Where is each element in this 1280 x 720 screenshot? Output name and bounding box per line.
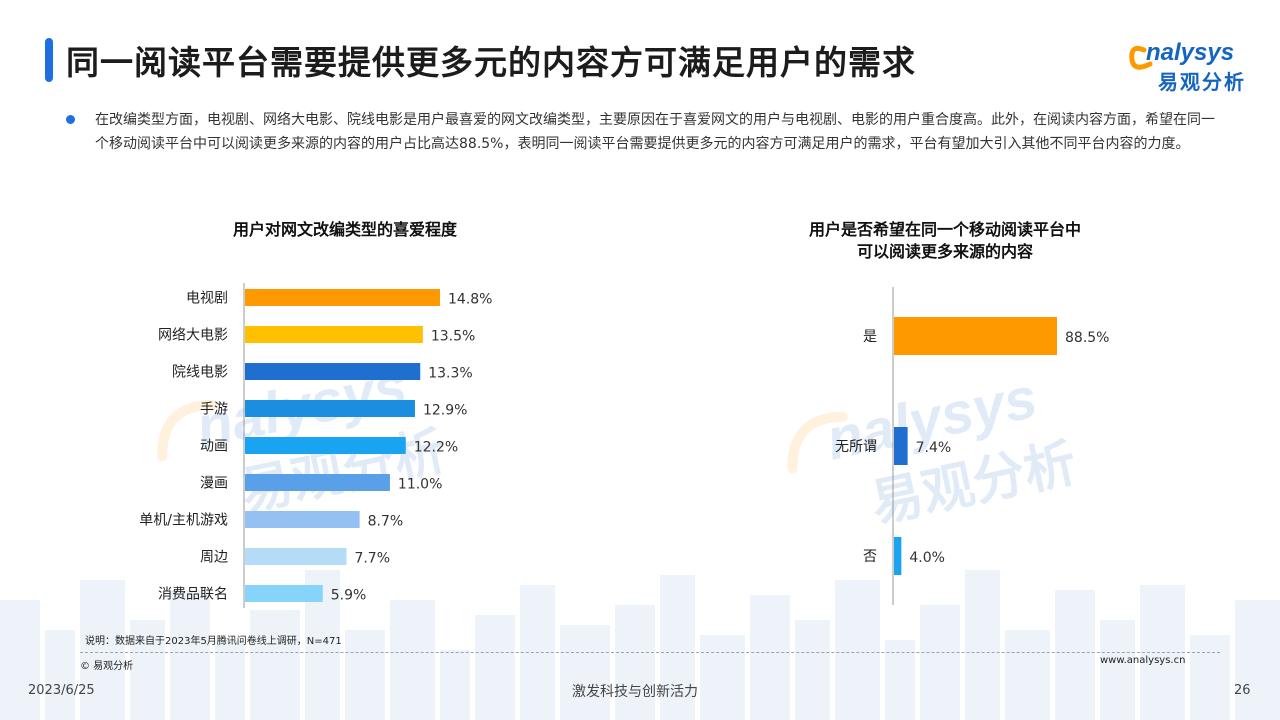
chart1-category-label: 单机/主机游戏 — [139, 513, 228, 529]
chart1-category-label: 电视剧 — [186, 291, 228, 307]
chart1-bar — [245, 585, 323, 602]
chart2-bar — [894, 317, 1057, 355]
chart1-value-label: 13.5% — [431, 329, 475, 345]
chart1-category-label: 消费品联名 — [158, 587, 228, 603]
title-accent-bar — [45, 38, 53, 82]
chart2-value-label: 7.4% — [916, 440, 952, 456]
chart1-category-label: 动画 — [200, 439, 228, 455]
chart1-value-label: 12.2% — [414, 440, 458, 456]
website-url: www.analysys.cn — [1100, 655, 1186, 666]
copyright-text: © 易观分析 — [80, 661, 134, 672]
chart1-value-label: 7.7% — [354, 551, 390, 567]
chart1-bar — [245, 511, 360, 528]
chart1-adaptation-preference: 电视剧 14.8% 网络大电影 13.5% 院线电影 13.3% 手游 12.9% 动画 12.2… — [139, 283, 492, 608]
chart2-title-line1: 用户是否希望在同一个移动阅读平台中 — [808, 220, 1081, 239]
chart2-bar — [894, 427, 908, 465]
chart1-bar — [245, 326, 423, 343]
logo-swoosh-icon — [1129, 45, 1153, 70]
chart1-value-label: 5.9% — [331, 588, 367, 604]
chart1-value-label: 14.8% — [448, 292, 492, 308]
chart1-bar — [245, 548, 347, 565]
chart1-category-label: 手游 — [200, 402, 228, 418]
chart1-bar — [245, 400, 415, 417]
data-source-note: 说明：数据来自于2023年5月腾讯问卷线上调研，N=471 — [85, 636, 342, 647]
chart1-category-label: 网络大电影 — [158, 328, 228, 344]
chart2-category-label: 否 — [863, 549, 877, 565]
chart1-title: 用户对网文改编类型的喜爱程度 — [232, 220, 457, 239]
logo-chinese-name: 易观分析 — [1158, 70, 1246, 94]
chart2-bar — [894, 537, 902, 575]
chart2-title: 用户是否希望在同一个移动阅读平台中 可以阅读更多来源的内容 — [760, 219, 1130, 263]
city-skyline-background — [0, 570, 1280, 720]
chart1-value-label: 11.0% — [398, 477, 442, 493]
chart2-category-label: 无所谓 — [835, 439, 877, 455]
chart1-category-label: 周边 — [200, 550, 228, 566]
chart1-category-label: 漫画 — [200, 476, 228, 492]
analysys-logo: nalysys — [1129, 39, 1234, 70]
chart1-value-label: 13.3% — [428, 366, 472, 382]
bullet-dot — [66, 115, 75, 124]
chart1-value-label: 12.9% — [423, 403, 467, 419]
page-number: 26 — [1234, 683, 1251, 698]
chart1-bar — [245, 474, 390, 491]
chart2-title-line2: 可以阅读更多来源的内容 — [856, 242, 1033, 261]
chart1-category-label: 院线电影 — [172, 365, 228, 381]
report-date: 2023/6/25 — [28, 683, 95, 698]
chart2-value-label: 4.0% — [909, 550, 945, 566]
page-title: 同一阅读平台需要提供更多元的内容方可满足用户的需求 — [66, 43, 916, 82]
footer-divider — [80, 652, 1220, 653]
chart1-bar — [245, 437, 406, 454]
chart2-same-platform-wish: 是 88.5% 无所谓 7.4% 否 4.0% — [835, 287, 1109, 605]
chart1-bar — [245, 289, 440, 306]
chart2-category-label: 是 — [863, 329, 877, 345]
intro-paragraph: 在改编类型方面，电视剧、网络大电影、院线电影是用户最喜爱的网文改编类型，主要原因… — [95, 112, 1215, 152]
chart2-value-label: 88.5% — [1065, 330, 1109, 346]
chart1-value-label: 8.7% — [368, 514, 404, 530]
chart1-bar — [245, 363, 421, 380]
footer-slogan: 激发科技与创新活力 — [572, 684, 698, 700]
logo-wordmark: nalysys — [1146, 39, 1234, 66]
